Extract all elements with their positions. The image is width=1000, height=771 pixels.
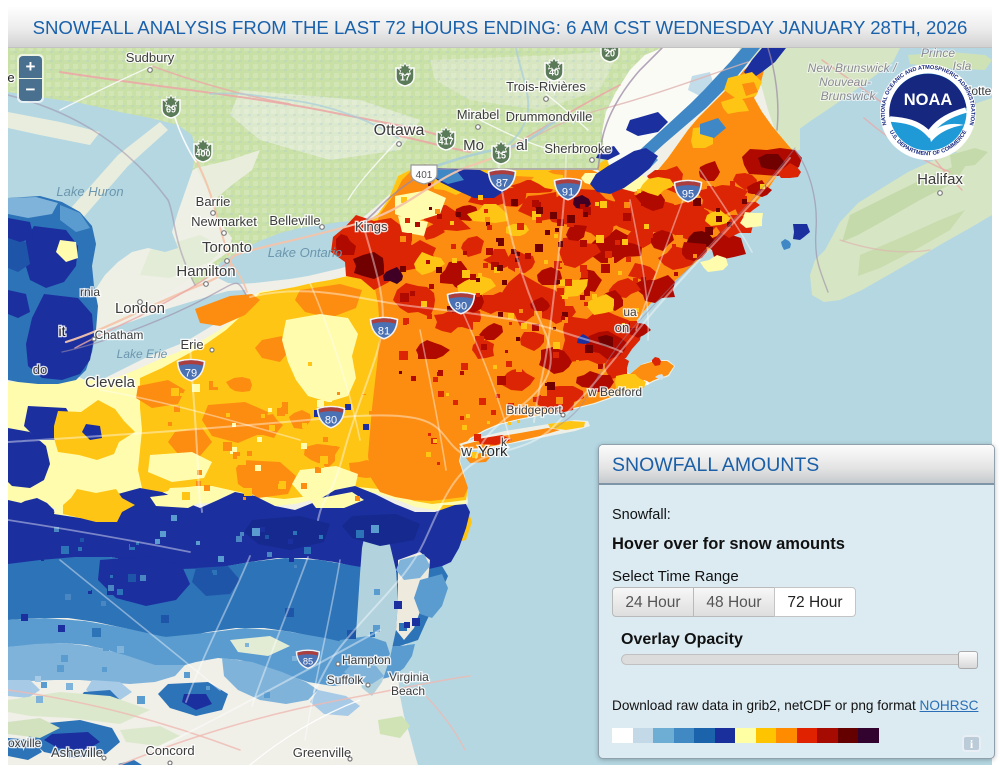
svg-text:Asheville: Asheville xyxy=(51,745,103,760)
svg-text:17: 17 xyxy=(400,73,410,83)
svg-text:k: k xyxy=(501,435,508,449)
svg-text:85: 85 xyxy=(303,657,313,667)
svg-text:Mo: Mo xyxy=(463,137,484,154)
svg-text:Trois-Rivières: Trois-Rivières xyxy=(506,79,586,94)
svg-text:90: 90 xyxy=(455,301,467,313)
svg-text:417: 417 xyxy=(438,137,453,147)
svg-text:400: 400 xyxy=(195,149,210,159)
svg-text:40: 40 xyxy=(549,68,559,78)
svg-text:on: on xyxy=(615,320,629,335)
svg-text:Hamilton: Hamilton xyxy=(176,263,235,280)
svg-text:rnia: rnia xyxy=(80,285,100,299)
svg-text:401: 401 xyxy=(416,170,433,181)
svg-text:Greenville: Greenville xyxy=(293,745,352,760)
svg-text:Erie: Erie xyxy=(180,337,203,352)
svg-text:69: 69 xyxy=(166,105,176,115)
svg-text:95: 95 xyxy=(682,189,694,201)
svg-text:Concord: Concord xyxy=(145,743,194,758)
svg-text:it: it xyxy=(59,323,66,339)
svg-text:Prince: Prince xyxy=(921,46,955,60)
svg-text:Mirabel: Mirabel xyxy=(457,107,500,122)
svg-text:Ottawa: Ottawa xyxy=(374,122,425,139)
svg-text:80: 80 xyxy=(325,415,337,427)
svg-text:do: do xyxy=(33,362,47,377)
svg-text:Kings: Kings xyxy=(355,219,388,234)
svg-text:Lake Ontario: Lake Ontario xyxy=(268,245,342,260)
svg-text:91: 91 xyxy=(562,187,574,199)
svg-text:w Bedford: w Bedford xyxy=(587,385,642,399)
svg-text:79: 79 xyxy=(185,368,197,380)
svg-text:Lake Erie: Lake Erie xyxy=(117,347,168,361)
svg-text:Halifax: Halifax xyxy=(917,171,963,188)
svg-text:87: 87 xyxy=(496,178,508,190)
svg-text:81: 81 xyxy=(378,326,390,338)
svg-text:Hampton: Hampton xyxy=(342,653,391,667)
svg-text:15: 15 xyxy=(496,151,506,161)
svg-text:w: w xyxy=(460,443,472,460)
svg-text:lotte: lotte xyxy=(969,84,992,98)
svg-text:Chatham: Chatham xyxy=(95,328,144,342)
svg-text:Sudbury: Sudbury xyxy=(126,50,175,65)
svg-text:Belleville: Belleville xyxy=(269,213,320,228)
svg-text:20: 20 xyxy=(605,49,615,59)
svg-text:York: York xyxy=(478,443,508,460)
svg-text:Sherbrooke: Sherbrooke xyxy=(544,141,611,156)
svg-text:Barrie: Barrie xyxy=(196,194,231,209)
svg-text:Bridgeport: Bridgeport xyxy=(506,403,562,417)
svg-text:Nouveau-: Nouveau- xyxy=(819,75,871,89)
svg-text:oxville: oxville xyxy=(8,736,42,750)
svg-text:London: London xyxy=(115,300,165,317)
svg-text:Clevela: Clevela xyxy=(85,374,136,391)
svg-text:New Brunswick /: New Brunswick / xyxy=(808,61,898,75)
svg-text:Suffolk: Suffolk xyxy=(327,673,364,687)
svg-text:Lake Huron: Lake Huron xyxy=(56,184,123,199)
svg-text:Brunswick: Brunswick xyxy=(821,89,877,103)
svg-text:Newmarket: Newmarket xyxy=(191,214,257,229)
svg-text:e: e xyxy=(7,70,14,85)
svg-text:Drummondville: Drummondville xyxy=(506,109,593,124)
svg-text:al: al xyxy=(516,137,528,154)
svg-text:ua: ua xyxy=(623,305,637,319)
svg-text:Virginia: Virginia xyxy=(389,670,429,684)
svg-text:Toronto: Toronto xyxy=(202,239,252,256)
svg-text:Beach: Beach xyxy=(391,684,425,698)
svg-text:Isla: Isla xyxy=(953,59,972,73)
svg-text:NOAA: NOAA xyxy=(904,91,953,109)
